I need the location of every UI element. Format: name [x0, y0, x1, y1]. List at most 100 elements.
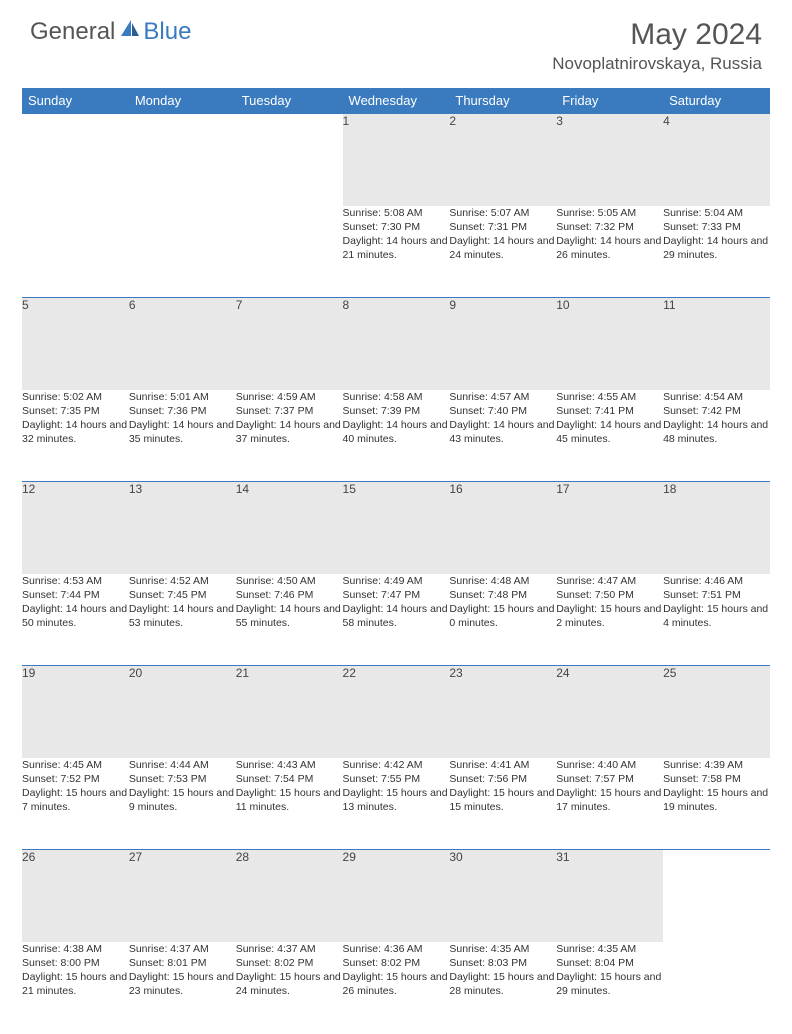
day-number-cell	[22, 114, 129, 206]
daylight-line: Daylight: 15 hours and 7 minutes.	[22, 787, 127, 813]
sunrise-line: Sunrise: 4:50 AM	[236, 575, 316, 587]
day-content-cell	[129, 206, 236, 298]
daylight-line: Daylight: 14 hours and 26 minutes.	[556, 235, 661, 261]
sunrise-line: Sunrise: 4:41 AM	[449, 759, 529, 771]
sunset-line: Sunset: 7:36 PM	[129, 405, 207, 417]
sunset-line: Sunset: 7:46 PM	[236, 589, 314, 601]
day-content-cell: Sunrise: 5:04 AMSunset: 7:33 PMDaylight:…	[663, 206, 770, 298]
logo-sail-icon	[119, 18, 141, 43]
day-content-cell: Sunrise: 5:01 AM Sunset: 7:36 PM Daylight:…	[129, 390, 236, 482]
day-number-cell: 13	[129, 482, 236, 574]
daylight-line: Daylight: 15 hours and 26 minutes.	[343, 971, 448, 997]
day-content-cell: Sunrise: 4:57 AMSunset: 7:40 PMDaylight:…	[449, 390, 556, 482]
day-content-row: Sunrise: 4:38 AMSunset: 8:00 PMDaylight:…	[22, 942, 770, 1034]
day-number-cell: 9	[449, 298, 556, 390]
sunset-line: Sunset: 7:53 PM	[129, 773, 207, 785]
logo-text-blue: Blue	[143, 18, 191, 46]
day-content-row: Sunrise: 5:02 AM Sunset: 7:35 PM Daylight:…	[22, 390, 770, 482]
sunset-line: Sunset: 7:44 PM	[22, 589, 100, 601]
day-content-cell: Sunrise: 4:40 AMSunset: 7:57 PMDaylight:…	[556, 758, 663, 850]
sunset-line: Sunset: 7:58 PM	[663, 773, 741, 785]
day-number-cell: 6	[129, 298, 236, 390]
sunset-line: Sunset: 7:54 PM	[236, 773, 314, 785]
daylight-line: Daylight: 15 hours and 11 minutes.	[236, 787, 341, 813]
logo-text-general: General	[30, 18, 115, 46]
day-content-cell	[663, 942, 770, 1034]
day-content-cell: Sunrise: 4:53 AMSunset: 7:44 PMDaylight:…	[22, 574, 129, 666]
daylight-line: Daylight: 15 hours and 29 minutes.	[556, 971, 661, 997]
sunset-line: Sunset: 7:35 PM	[22, 405, 100, 417]
daylight-line: Daylight: 14 hours and 35 minutes.	[129, 419, 234, 445]
day-number-cell: 24	[556, 666, 663, 758]
daylight-line: Daylight: 14 hours and 21 minutes.	[343, 235, 448, 261]
daylight-line: Daylight: 15 hours and 19 minutes.	[663, 787, 768, 813]
day-number-row: 1234	[22, 114, 770, 206]
day-number-cell: 3	[556, 114, 663, 206]
day-number-cell: 28	[236, 850, 343, 942]
sunrise-line: Sunrise: 4:45 AM	[22, 759, 102, 771]
day-content-cell	[22, 206, 129, 298]
daylight-line: Daylight: 14 hours and 53 minutes.	[129, 603, 234, 629]
day-number-cell: 12	[22, 482, 129, 574]
weekday-header: Saturday	[663, 88, 770, 114]
day-content-cell: Sunrise: 5:02 AMSunset: 7:35 PMDaylight:…	[22, 390, 129, 482]
day-content-cell: Sunrise: 5:07 AMSunset: 7:31 PMDaylight:…	[449, 206, 556, 298]
day-content-cell: Sunrise: 4:35 AMSunset: 8:03 PMDaylight:…	[449, 942, 556, 1034]
sunrise-line: Sunrise: 5:04 AM	[663, 207, 743, 219]
sunrise-line: Sunrise: 4:36 AM	[343, 943, 423, 955]
sunrise-line: Sunrise: 4:42 AM	[343, 759, 423, 771]
day-number-cell: 18	[663, 482, 770, 574]
sunset-line: Sunset: 7:47 PM	[343, 589, 421, 601]
daylight-line: Daylight: 15 hours and 21 minutes.	[22, 971, 127, 997]
sunrise-line: Sunrise: 4:57 AM	[449, 391, 529, 403]
day-content-cell: Sunrise: 4:36 AMSunset: 8:02 PMDaylight:…	[343, 942, 450, 1034]
day-number-cell	[236, 114, 343, 206]
day-number-cell: 26	[22, 850, 129, 942]
daylight-line: Daylight: 14 hours and 45 minutes.	[556, 419, 661, 445]
day-content-cell: Sunrise: 4:47 AM Sunset: 7:50 PM Daylight:…	[556, 574, 663, 666]
sunrise-line: Sunrise: 4:37 AM	[236, 943, 316, 955]
day-content-cell	[236, 206, 343, 298]
month-title: May 2024	[552, 18, 762, 52]
day-content-cell: Sunrise: 4:37 AMSunset: 8:01 PMDaylight:…	[129, 942, 236, 1034]
sunset-line: Sunset: 7:45 PM	[129, 589, 207, 601]
weekday-header: Monday	[129, 88, 236, 114]
sunset-line: Sunset: 7:32 PM	[556, 221, 634, 233]
day-content-cell: Sunrise: 4:41 AMSunset: 7:56 PMDaylight:…	[449, 758, 556, 850]
daylight-line: Daylight: 14 hours and 43 minutes.	[449, 419, 554, 445]
sunrise-line: Sunrise: 4:54 AM	[663, 391, 743, 403]
sunset-line: Sunset: 7:57 PM	[556, 773, 634, 785]
day-content-cell: Sunrise: 4:59 AMSunset: 7:37 PMDaylight:…	[236, 390, 343, 482]
daylight-line: Daylight: 15 hours and 2 minutes.	[556, 603, 661, 629]
header: General Blue May 2024 Novoplatnirovskaya…	[0, 0, 792, 82]
day-number-cell: 15	[343, 482, 450, 574]
sunrise-line: Sunrise: 4:53 AM	[22, 575, 102, 587]
day-number-cell: 14	[236, 482, 343, 574]
daylight-line: Daylight: 15 hours and 4 minutes.	[663, 603, 768, 629]
day-number-cell: 7	[236, 298, 343, 390]
daylight-line: Daylight: 14 hours and 37 minutes.	[236, 419, 341, 445]
sunrise-line: Sunrise: 5:02 AM	[22, 391, 102, 403]
sunrise-line: Sunrise: 4:35 AM	[449, 943, 529, 955]
sunrise-line: Sunrise: 4:38 AM	[22, 943, 102, 955]
day-number-cell: 2	[449, 114, 556, 206]
sunrise-line: Sunrise: 4:35 AM	[556, 943, 636, 955]
sunset-line: Sunset: 7:50 PM	[556, 589, 634, 601]
day-content-cell: Sunrise: 4:58 AMSunset: 7:39 PMDaylight:…	[343, 390, 450, 482]
weekday-header-row: Sunday Monday Tuesday Wednesday Thursday…	[22, 88, 770, 114]
day-content-cell: Sunrise: 4:46 AMSunset: 7:51 PMDaylight:…	[663, 574, 770, 666]
sunrise-line: Sunrise: 4:43 AM	[236, 759, 316, 771]
sunrise-line: Sunrise: 5:08 AM	[343, 207, 423, 219]
sunrise-line: Sunrise: 5:01 AM	[129, 391, 209, 403]
daylight-line: Daylight: 14 hours and 58 minutes.	[343, 603, 448, 629]
weekday-header: Wednesday	[343, 88, 450, 114]
sunset-line: Sunset: 7:39 PM	[343, 405, 421, 417]
day-number-cell: 4	[663, 114, 770, 206]
sunrise-line: Sunrise: 4:47 AM	[556, 575, 636, 587]
sunset-line: Sunset: 7:51 PM	[663, 589, 741, 601]
day-content-cell: Sunrise: 4:45 AMSunset: 7:52 PMDaylight:…	[22, 758, 129, 850]
weekday-header: Sunday	[22, 88, 129, 114]
day-content-cell: Sunrise: 4:48 AMSunset: 7:48 PMDaylight:…	[449, 574, 556, 666]
sunset-line: Sunset: 8:03 PM	[449, 957, 527, 969]
day-number-cell: 25	[663, 666, 770, 758]
